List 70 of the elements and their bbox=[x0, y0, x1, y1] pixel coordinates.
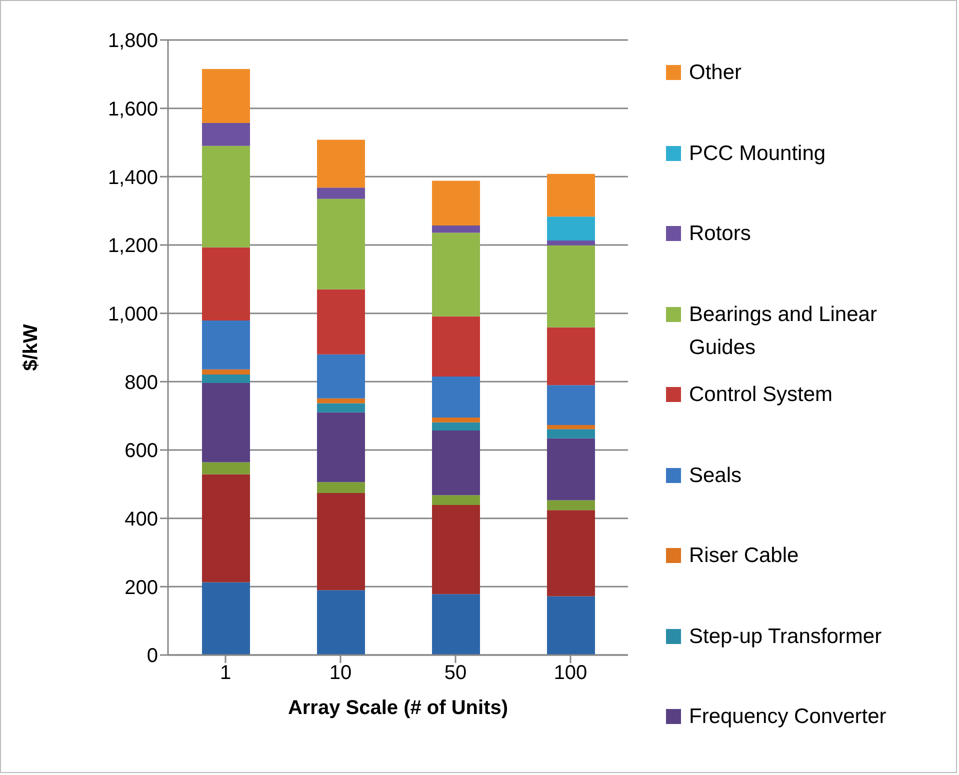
bar bbox=[547, 327, 595, 386]
bar bbox=[202, 320, 250, 370]
bar bbox=[202, 582, 250, 655]
bar bbox=[547, 240, 595, 246]
bar bbox=[432, 594, 480, 655]
bar bbox=[317, 412, 365, 482]
bar bbox=[317, 398, 365, 404]
y-tick-label: 400 bbox=[124, 508, 158, 530]
bar bbox=[432, 376, 480, 418]
bar bbox=[317, 289, 365, 354]
legend-label: Step-up Transformer bbox=[689, 624, 883, 650]
legend-label: Other bbox=[689, 60, 743, 86]
bar bbox=[317, 354, 365, 398]
bar bbox=[202, 374, 250, 384]
bar bbox=[432, 316, 480, 377]
y-tick-label: 600 bbox=[124, 440, 158, 462]
bar bbox=[202, 69, 250, 124]
bar bbox=[317, 140, 365, 188]
x-tick-label: 1 bbox=[220, 662, 232, 684]
y-tick-label: 200 bbox=[124, 576, 158, 599]
bar bbox=[202, 146, 250, 248]
y-tick-label: 1,600 bbox=[108, 98, 158, 120]
bar bbox=[317, 482, 365, 494]
x-tick-label: 50 bbox=[444, 662, 467, 684]
bar bbox=[202, 462, 250, 474]
bar bbox=[547, 425, 595, 430]
y-tick-label: 1,000 bbox=[108, 303, 158, 326]
bar bbox=[317, 403, 365, 412]
legend-label: Riser Cable bbox=[689, 543, 800, 569]
legend-label: Rotors bbox=[689, 221, 752, 247]
bar bbox=[547, 438, 595, 500]
x-axis-title: Array Scale (# of Units) bbox=[288, 697, 508, 720]
bar bbox=[547, 245, 595, 328]
y-tick-label: 1,800 bbox=[108, 30, 158, 52]
bar bbox=[547, 510, 595, 596]
bar bbox=[432, 226, 480, 233]
bar bbox=[317, 188, 365, 199]
y-tick-label: 1,200 bbox=[108, 235, 158, 258]
bar bbox=[547, 216, 595, 241]
legend-label: PCC Mounting bbox=[689, 140, 827, 166]
bar bbox=[202, 474, 250, 582]
x-tick-label: 100 bbox=[554, 662, 588, 684]
bar bbox=[202, 383, 250, 462]
bar bbox=[432, 430, 480, 496]
bar bbox=[202, 123, 250, 146]
bar bbox=[432, 422, 480, 431]
bar bbox=[317, 493, 365, 590]
bar bbox=[317, 590, 365, 655]
bar bbox=[432, 495, 480, 506]
bar bbox=[317, 198, 365, 290]
y-tick-label: 1,400 bbox=[108, 166, 158, 189]
bar bbox=[432, 180, 480, 226]
y-tick-label: 800 bbox=[124, 372, 158, 394]
legend-label: Control System bbox=[689, 382, 834, 408]
bar bbox=[547, 596, 595, 655]
bar bbox=[547, 429, 595, 438]
legend-label: Frequency Converter bbox=[689, 704, 888, 730]
bar bbox=[202, 247, 250, 321]
legend-label: Bearings and Linear Guides bbox=[689, 302, 878, 360]
bar bbox=[202, 369, 250, 374]
legend-label: Seals bbox=[689, 462, 743, 488]
bar bbox=[547, 500, 595, 510]
y-axis-title: $/kW bbox=[20, 324, 42, 371]
x-tick-label: 10 bbox=[329, 662, 352, 684]
bar bbox=[432, 505, 480, 594]
bar bbox=[547, 385, 595, 426]
bar bbox=[547, 174, 595, 217]
bar bbox=[432, 418, 480, 422]
y-tick-label: 0 bbox=[146, 645, 158, 668]
bar bbox=[432, 232, 480, 316]
